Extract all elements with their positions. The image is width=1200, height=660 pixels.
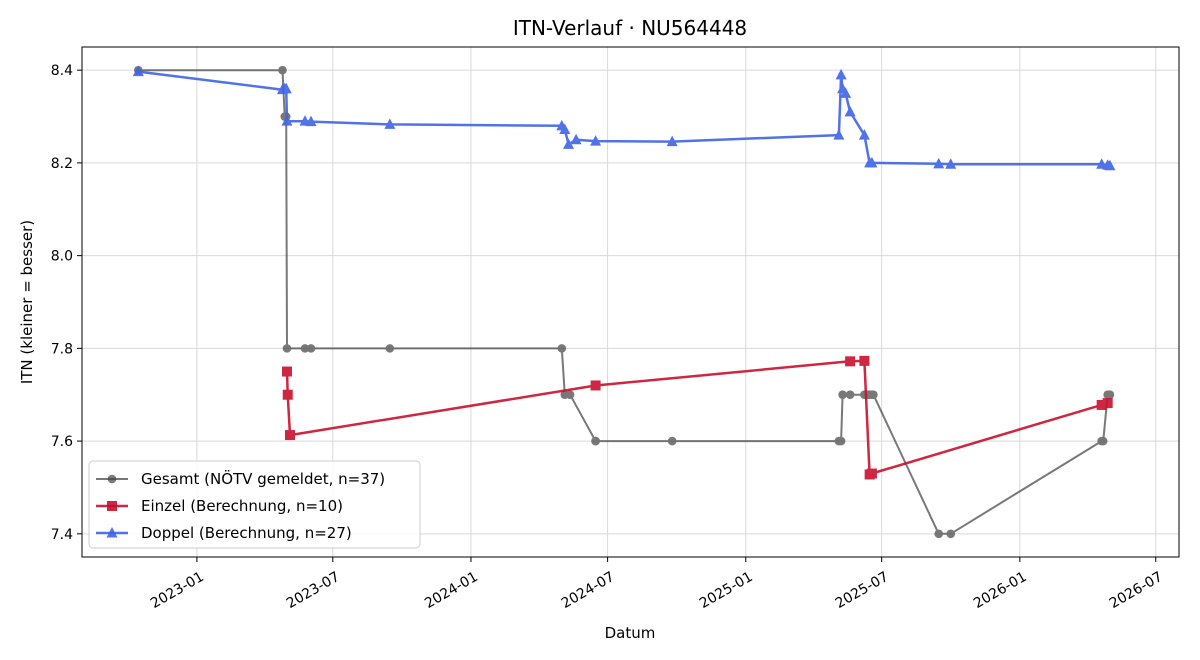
data-point <box>844 105 856 117</box>
data-point <box>282 389 293 400</box>
data-point <box>570 133 582 145</box>
legend: Gesamt (NÖTV gemeldet, n=37) Einzel (Bere… <box>88 460 421 549</box>
x-tick-label: 2026-07 <box>1107 569 1166 612</box>
data-point <box>858 129 870 140</box>
data-point <box>1105 390 1115 400</box>
y-tick-label: 7.8 <box>51 341 73 357</box>
data-point <box>282 344 292 353</box>
x-tick-label: 2026-01 <box>971 569 1030 612</box>
data-point <box>563 138 575 149</box>
data-point <box>278 65 287 75</box>
data-point <box>866 156 878 168</box>
series-triangle <box>132 65 1116 171</box>
data-point <box>945 158 957 169</box>
data-point <box>836 436 846 446</box>
series-circle <box>134 65 1115 539</box>
data-point <box>833 129 845 140</box>
data-point <box>557 344 567 353</box>
data-point <box>280 82 292 94</box>
data-point <box>835 68 847 80</box>
data-point <box>866 468 877 479</box>
data-point <box>1102 398 1113 409</box>
data-point <box>281 115 293 126</box>
data-point <box>869 390 878 400</box>
x-axis-label: Datum <box>605 624 656 642</box>
y-tick-label: 8.4 <box>51 63 73 79</box>
x-tick-label: 2024-07 <box>559 569 618 612</box>
data-point <box>845 356 856 367</box>
y-axis-label: ITN (kleiner = besser) <box>18 220 36 384</box>
legend-item: Gesamt (NÖTV gemeldet, n=37) <box>96 469 385 488</box>
series-line <box>285 359 1109 476</box>
legend-box <box>88 460 421 549</box>
y-tick-label: 7.4 <box>51 527 73 543</box>
data-point <box>306 344 316 353</box>
data-point <box>1096 399 1107 410</box>
data-point <box>667 436 677 446</box>
legend-label: Gesamt (NÖTV gemeldet, n=37) <box>141 469 385 488</box>
data-point <box>305 115 317 127</box>
data-point <box>590 380 601 391</box>
data-point <box>385 344 395 353</box>
data-point <box>559 123 571 135</box>
x-tick-label: 2024-01 <box>422 569 481 612</box>
x-tick-label: 2025-07 <box>833 569 892 612</box>
legend-marker <box>107 474 117 484</box>
data-point <box>840 87 852 98</box>
legend-label: Einzel (Berechnung, n=10) <box>141 497 343 515</box>
data-point <box>300 344 310 353</box>
legend-marker <box>106 527 118 538</box>
legend-item: Doppel (Berechnung, n=27) <box>96 524 352 542</box>
legend-label: Doppel (Berechnung, n=27) <box>141 524 352 542</box>
series-square <box>281 355 1113 480</box>
data-point <box>666 135 678 147</box>
data-point <box>934 529 944 539</box>
legend-item: Einzel (Berechnung, n=10) <box>96 497 343 515</box>
data-point <box>946 529 956 539</box>
x-tick-label: 2025-01 <box>697 569 756 612</box>
data-point <box>281 366 292 377</box>
data-point <box>284 430 295 441</box>
data-point <box>591 436 600 446</box>
data-point <box>838 390 847 400</box>
data-point <box>933 157 945 169</box>
data-point <box>565 390 575 400</box>
data-point <box>1098 436 1108 446</box>
data-point <box>590 135 602 146</box>
series-layer <box>132 65 1116 539</box>
data-point <box>859 355 870 366</box>
y-tick-label: 7.6 <box>51 434 73 450</box>
x-tick-label: 2023-01 <box>148 569 207 612</box>
data-point <box>384 118 396 129</box>
grid-lines <box>82 47 1179 557</box>
legend-marker <box>107 501 117 511</box>
chart-title: ITN-Verlauf · NU564448 <box>513 16 747 40</box>
data-point <box>1104 159 1116 171</box>
data-point <box>132 65 144 77</box>
x-tick-label: 2023-07 <box>284 569 343 612</box>
data-point <box>845 390 855 400</box>
y-tick-label: 8.2 <box>51 156 73 172</box>
y-tick-label: 8.0 <box>51 249 73 265</box>
plot-frame <box>81 46 1180 558</box>
